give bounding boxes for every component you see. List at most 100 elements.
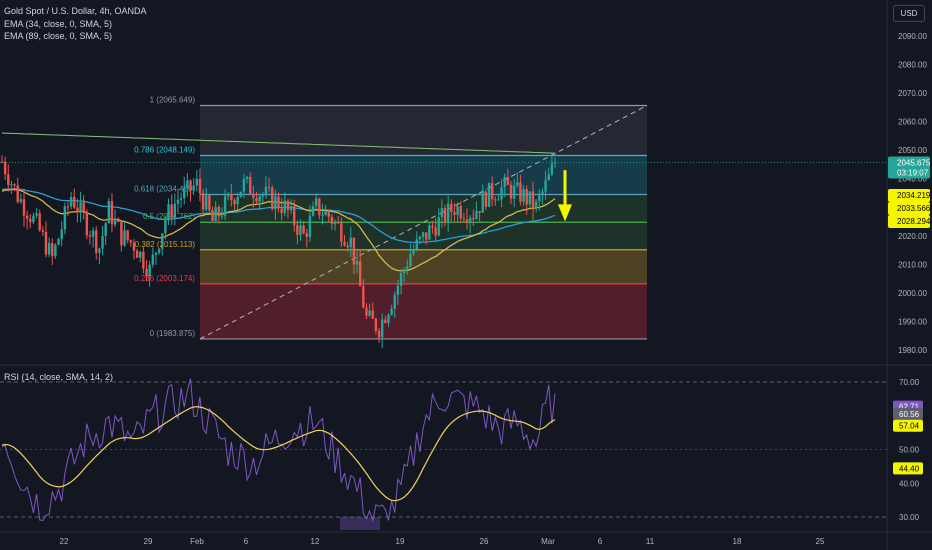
rsi-pane[interactable]: 30.0040.0050.0060.0070.0062.7160.5657.04…	[0, 364, 932, 530]
fibonacci-retracement[interactable]: 1 (2065.649) 0.786 (2048.149) 0.618 (2034.…	[134, 96, 648, 340]
symbol-legend[interactable]: Gold Spot / U.S. Dollar, 4h, OANDA	[4, 6, 147, 16]
fib-zone	[200, 105, 647, 156]
candle-body	[205, 195, 208, 210]
candle-body	[142, 251, 145, 269]
candle-body	[462, 218, 466, 220]
candle-body	[264, 187, 268, 195]
candle-body	[465, 219, 469, 223]
candle-body	[399, 272, 403, 286]
fib-level-label: 1 (2065.649)	[150, 96, 196, 105]
candle-body	[550, 163, 554, 175]
rsi-ma-line	[1, 406, 556, 502]
candle-body	[459, 206, 462, 219]
candle-body	[13, 184, 16, 186]
price-tag	[888, 202, 930, 215]
candle-body	[424, 232, 428, 240]
price-tag	[888, 215, 930, 228]
candle-body	[406, 266, 409, 270]
candle-body	[239, 191, 242, 197]
time-tick-label: 18	[733, 537, 742, 546]
time-tick-label: 6	[598, 537, 603, 546]
candle-body	[421, 232, 425, 237]
candle-body	[289, 206, 293, 211]
candle-body	[553, 162, 557, 164]
candle-body	[104, 223, 107, 236]
candle-body	[299, 225, 302, 235]
candle-body	[186, 180, 189, 188]
candle-body	[512, 185, 516, 199]
candle-body	[321, 215, 324, 217]
candle-body	[69, 196, 73, 207]
candle-body	[280, 208, 283, 214]
candle-body	[271, 187, 274, 210]
candle-body	[145, 268, 148, 277]
candle-body	[315, 198, 318, 207]
price-tick-label: 2080.00	[898, 61, 927, 70]
candle-body	[453, 212, 456, 215]
candle-body	[82, 202, 85, 214]
candle-body	[157, 248, 161, 253]
candle-body	[340, 223, 343, 242]
candle-body	[402, 269, 406, 273]
rsi-tick-label: 70.00	[899, 378, 920, 387]
candle-body	[220, 215, 224, 217]
candle-body	[214, 207, 217, 221]
candle-body	[201, 193, 205, 210]
rsi-legend[interactable]: RSI (14, close, SMA, 14, 2)	[4, 372, 114, 382]
candle-body	[516, 182, 519, 186]
candle-body	[450, 203, 453, 213]
candle-body	[35, 213, 38, 216]
candle-body	[217, 207, 221, 217]
candle-body	[16, 185, 19, 202]
candle-body	[544, 180, 547, 192]
candle-body	[478, 211, 481, 213]
candle-body	[236, 196, 239, 205]
candle-body	[293, 206, 296, 226]
fib-trend-line	[199, 105, 648, 340]
candle-body	[7, 174, 10, 185]
rsi-line	[1, 378, 556, 523]
price-tag	[888, 189, 930, 202]
price-axis[interactable]: 1980.001990.002000.002010.002020.002030.…	[886, 0, 931, 550]
time-tick-label: 19	[396, 537, 405, 546]
time-axis[interactable]: 22 29 Feb 6 12 19 26 Mar 6 11 18 25	[0, 531, 932, 546]
candle-body	[91, 230, 95, 237]
candle-body	[305, 233, 308, 237]
price-tag-label: 2034.219	[897, 191, 931, 200]
candle-body	[387, 314, 390, 323]
countdown-label: 03:19:07	[897, 169, 929, 178]
drawings[interactable]	[0, 162, 887, 222]
candle-body	[490, 183, 494, 200]
rsi-tick-label: 40.00	[899, 479, 920, 488]
ema89-legend[interactable]: EMA (89, close, 0, SMA, 5)	[4, 31, 113, 41]
candle-body	[151, 254, 155, 265]
rsi-tag	[893, 407, 923, 420]
candle-body	[110, 201, 114, 225]
rsi-tag-label: 62.71	[899, 403, 920, 412]
candle-body	[418, 236, 422, 240]
candle-body	[318, 198, 321, 216]
candle-body	[233, 200, 236, 205]
candle-body	[506, 177, 510, 185]
fib-zone	[200, 249, 647, 284]
candle-body	[443, 208, 447, 223]
candle-body	[440, 208, 444, 217]
candle-body	[255, 197, 258, 202]
candle-body	[85, 213, 89, 236]
candle-body	[531, 191, 535, 209]
candle-body	[384, 319, 387, 323]
rsi-tick-label: 30.00	[899, 513, 920, 522]
candle-body	[117, 219, 120, 222]
ema34-legend[interactable]: EMA (34, close, 0, SMA, 5)	[4, 19, 113, 29]
candle-body	[393, 294, 396, 309]
price-tick-label: 2090.00	[898, 32, 927, 41]
currency-button[interactable]: USD	[893, 5, 925, 22]
rsi-tag	[893, 419, 923, 432]
candle-body	[10, 184, 13, 186]
candle-body	[509, 184, 513, 199]
candle-body	[534, 201, 538, 209]
candle-body	[412, 249, 415, 254]
candle-body	[107, 201, 111, 224]
candle-body	[249, 176, 252, 195]
